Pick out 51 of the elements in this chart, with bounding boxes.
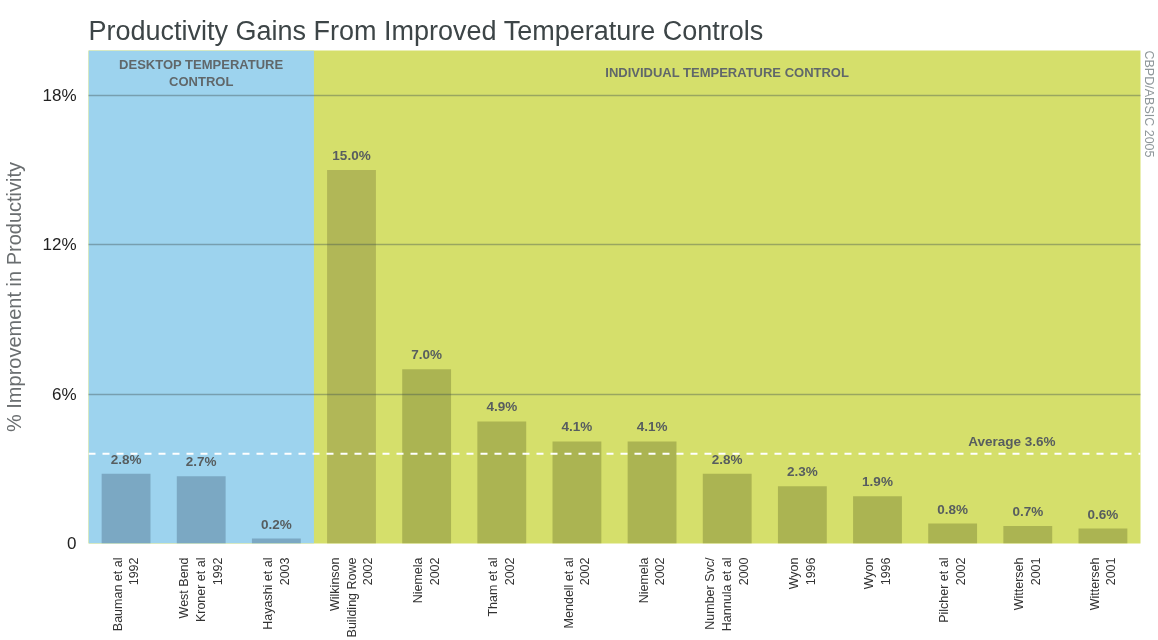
x-tick-label: Pilcher et al 2002 bbox=[937, 557, 969, 623]
x-tick-label: Bauman et al 1992 bbox=[110, 557, 142, 632]
bar bbox=[402, 369, 452, 544]
data-label: 0.6% bbox=[1087, 506, 1119, 522]
bar bbox=[853, 496, 902, 544]
bar bbox=[1078, 528, 1128, 544]
bar bbox=[552, 441, 602, 544]
data-label: 0.7% bbox=[1012, 504, 1044, 520]
band-label: DESKTOP TEMPERATURE CONTROL bbox=[119, 56, 284, 90]
data-label: 2.8% bbox=[711, 451, 743, 467]
x-tick-label: Wilkinson Building Rowe 2002 bbox=[327, 557, 376, 638]
x-tick-label: West Bend Kroner et al 1992 bbox=[177, 557, 226, 623]
x-tick-label: Number Svc/ Hannula et al 2000 bbox=[703, 556, 752, 632]
bar bbox=[702, 473, 752, 544]
bar bbox=[1003, 526, 1053, 544]
data-label: 2.3% bbox=[786, 464, 818, 480]
x-tick-label: Wyon 1996 bbox=[786, 557, 818, 590]
bar bbox=[327, 170, 376, 544]
y-tick-label: 12% bbox=[42, 235, 77, 255]
y-tick-label: 6% bbox=[51, 384, 77, 404]
data-label: 7.0% bbox=[411, 347, 443, 363]
data-label: 0.2% bbox=[260, 516, 292, 532]
x-tick-label: Hayashi et al 2003 bbox=[260, 557, 292, 630]
data-label: 15.0% bbox=[332, 148, 371, 164]
data-label: 2.8% bbox=[110, 451, 142, 467]
x-tick-label: Wyon 1996 bbox=[862, 557, 893, 590]
ref-line-label: Average 3.6% bbox=[968, 433, 1056, 449]
chart-title: Productivity Gains From Improved Temperature Controls bbox=[88, 15, 764, 46]
data-label: 0.8% bbox=[937, 501, 969, 517]
x-tick-label: Niemela 2002 bbox=[636, 557, 668, 604]
data-label: 2.7% bbox=[185, 454, 217, 470]
bar bbox=[477, 421, 527, 544]
data-label: 4.1% bbox=[636, 419, 668, 435]
y-axis-title: % Improvement in Productivity bbox=[3, 161, 26, 433]
data-label: 4.9% bbox=[486, 399, 518, 415]
data-label: 1.9% bbox=[862, 474, 893, 490]
x-tick-label: Mendell et al 2002 bbox=[561, 557, 593, 629]
x-tick-label: Witterseh 2001 bbox=[1012, 557, 1044, 611]
bar bbox=[777, 486, 827, 544]
y-tick-label: 0 bbox=[67, 534, 77, 553]
bar bbox=[101, 473, 151, 544]
text: CBPD/ABSIC 2005 bbox=[1141, 50, 1156, 158]
y-tick-label: 18% bbox=[42, 85, 77, 105]
x-tick-label: Tham et al 2002 bbox=[486, 557, 518, 617]
bar bbox=[627, 441, 677, 544]
bar bbox=[176, 476, 226, 544]
x-tick-label: Niemela 2002 bbox=[411, 557, 443, 604]
annotation: INDIVIDUAL TEMPERATURE CONTROL bbox=[605, 65, 849, 81]
x-tick-label: Witterseh 2001 bbox=[1087, 557, 1119, 611]
bar bbox=[928, 523, 978, 544]
data-label: 4.1% bbox=[561, 419, 593, 435]
